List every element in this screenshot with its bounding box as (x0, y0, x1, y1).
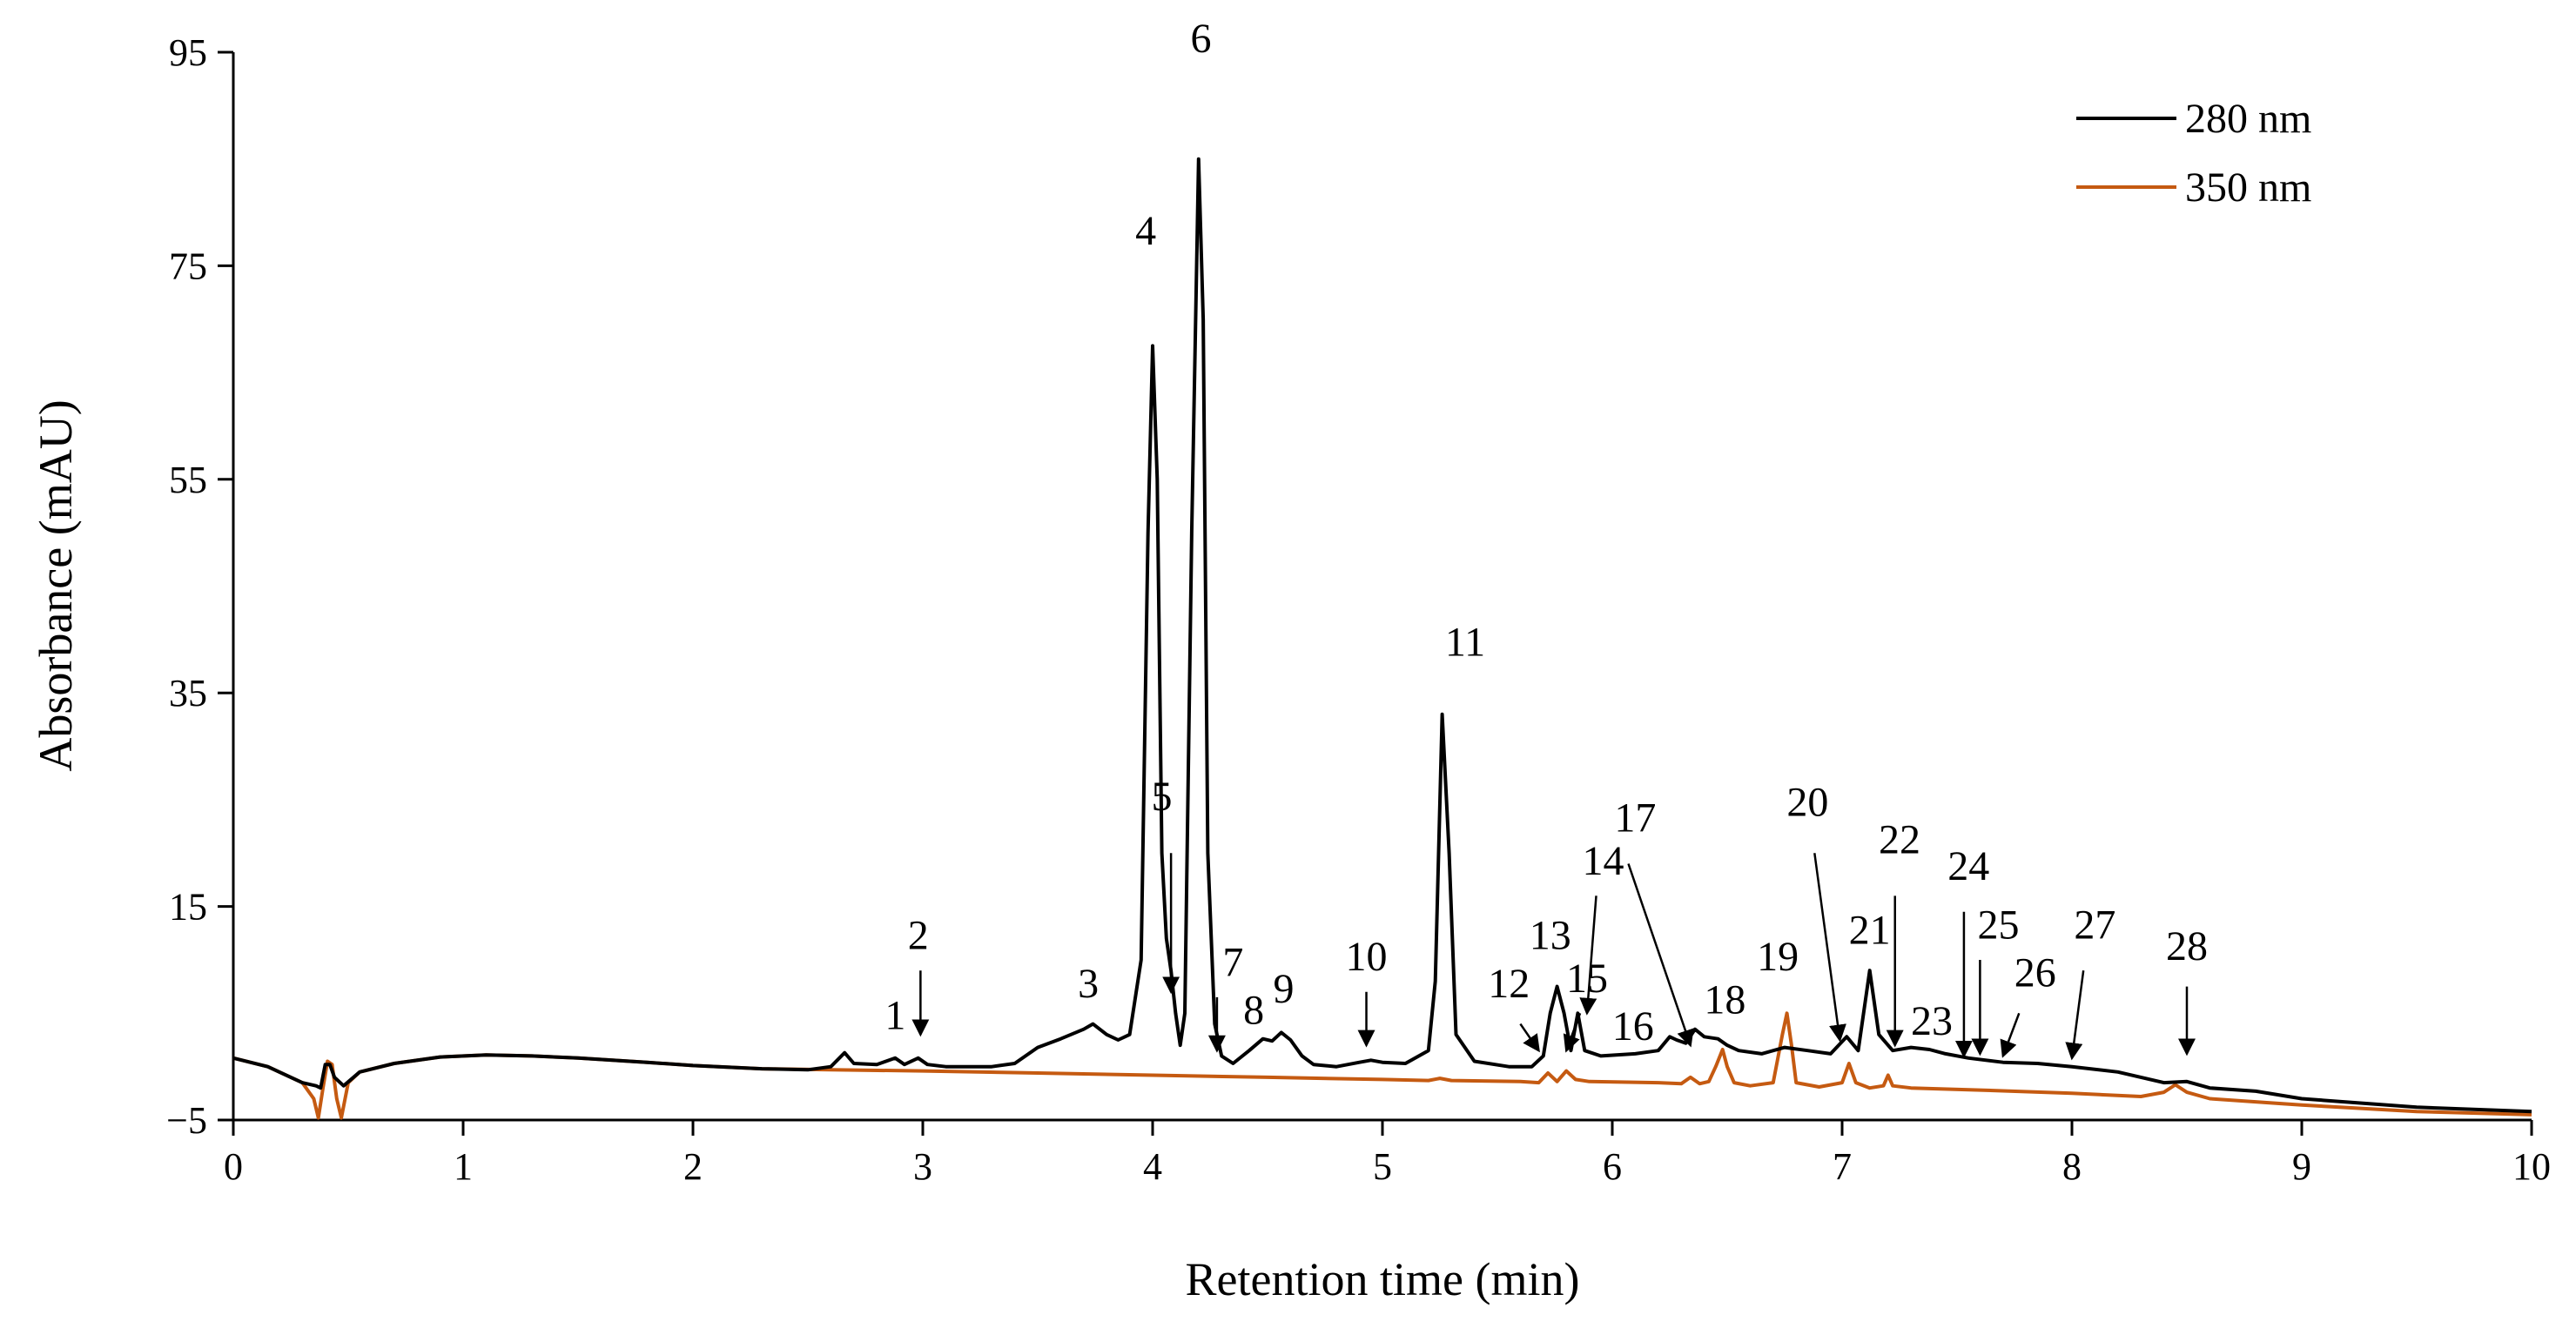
peak-label: 12 (1488, 961, 1530, 1007)
peak-arrow (1519, 1023, 1540, 1053)
peak-label: 28 (2166, 923, 2208, 969)
legend-label-350nm: 350 nm (2185, 164, 2311, 211)
x-tick-label: 9 (2292, 1145, 2311, 1188)
peak-label: 19 (1757, 934, 1799, 980)
ticks (218, 50, 2533, 1136)
y-axis-title: Absorbance (mAU) (30, 399, 82, 771)
y-tick-label: −5 (166, 1099, 207, 1142)
peak-arrow (1579, 895, 1597, 1016)
peak-label: 21 (1849, 908, 1891, 954)
peak-label: 4 (1135, 208, 1156, 254)
peak-label: 10 (1346, 934, 1388, 980)
peak-label: 27 (2074, 902, 2115, 948)
peak-arrow (1627, 863, 1694, 1048)
peak-label: 25 (1978, 902, 2020, 948)
peak-arrow (2065, 970, 2085, 1061)
peak-label: 20 (1786, 779, 1828, 825)
peak-label: 7 (1222, 939, 1243, 985)
peak-label: 14 (1582, 838, 1624, 884)
legend: 280 nm 350 nm (2076, 96, 2311, 211)
y-tick-label: 35 (169, 672, 207, 714)
x-tick-label: 6 (1603, 1145, 1622, 1188)
peak-label: 13 (1530, 913, 1571, 959)
peak-label: 22 (1879, 816, 1920, 862)
peak-label: 6 (1190, 16, 1211, 62)
peak-label: 17 (1614, 795, 1656, 842)
x-tick-label: 0 (224, 1145, 243, 1188)
y-tick-label: 95 (169, 31, 207, 74)
x-tick-label: 7 (1833, 1145, 1852, 1188)
peak-label: 5 (1152, 774, 1173, 820)
peak-label: 18 (1704, 976, 1745, 1023)
x-axis-title: Retention time (min) (1186, 1253, 1580, 1305)
peak-label: 8 (1243, 988, 1264, 1034)
peak-label: 1 (884, 993, 905, 1039)
peak-label: 2 (908, 913, 929, 959)
peak-label: 3 (1078, 961, 1099, 1007)
peak-label: 26 (2014, 950, 2056, 996)
x-tick-label: 5 (1373, 1145, 1392, 1188)
x-tick-label: 1 (454, 1145, 473, 1188)
peak-label: 16 (1612, 1003, 1654, 1050)
peak-arrow (1813, 853, 1846, 1043)
y-tick-label: 55 (169, 459, 207, 501)
x-tick-label: 3 (913, 1145, 932, 1188)
y-tick-label: 75 (169, 245, 207, 287)
x-tick-label: 8 (2062, 1145, 2082, 1188)
peak-label: 23 (1911, 998, 1953, 1044)
peak-label: 9 (1273, 966, 1294, 1012)
peak-label: 11 (1445, 619, 1485, 665)
x-tick-label: 10 (2512, 1145, 2551, 1188)
peak-label: 24 (1947, 843, 1989, 889)
legend-label-280nm: 280 nm (2185, 96, 2311, 142)
peak-arrow (1563, 1012, 1582, 1053)
x-tick-label: 4 (1143, 1145, 1162, 1188)
peak-label: 15 (1566, 956, 1608, 1002)
y-tick-label: 15 (169, 886, 207, 929)
peak-arrow (2000, 1012, 2021, 1058)
x-tick-label: 2 (683, 1145, 703, 1188)
